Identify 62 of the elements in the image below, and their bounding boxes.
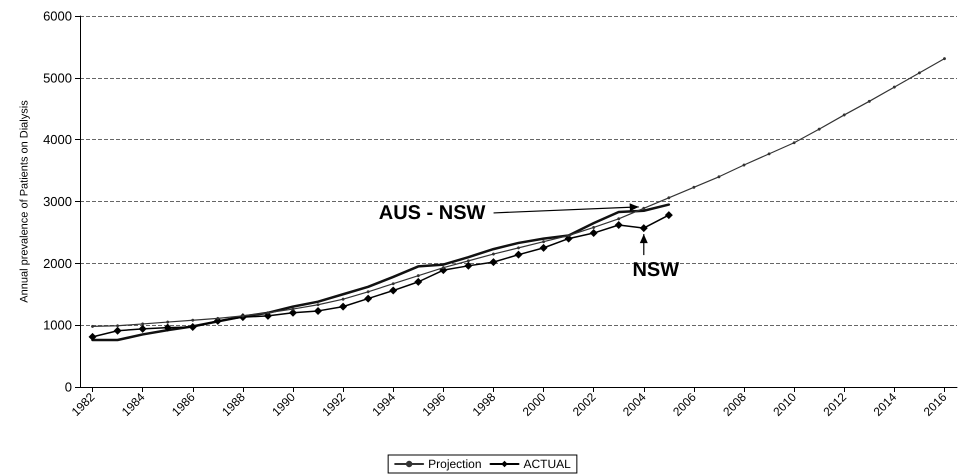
- point: [540, 244, 548, 252]
- y-tick-label: 1000: [43, 318, 72, 333]
- point: [389, 286, 398, 295]
- annotation: NSW: [632, 259, 680, 282]
- point: [918, 71, 921, 74]
- point: [489, 258, 498, 266]
- point: [842, 113, 846, 116]
- point: [114, 326, 122, 335]
- y-tick-label: 5000: [43, 70, 72, 86]
- y-tick-label: 2000: [43, 256, 72, 271]
- point: [590, 229, 598, 238]
- point: [614, 220, 623, 229]
- annotation: AUS - NSW: [378, 202, 486, 224]
- y-tick-label: 0: [64, 380, 72, 394]
- point: [342, 298, 345, 301]
- point: [514, 250, 522, 259]
- point: [166, 320, 170, 324]
- point: [138, 324, 147, 333]
- point: [667, 196, 670, 200]
- point: [191, 318, 194, 322]
- point: [288, 308, 297, 317]
- point: [717, 175, 720, 178]
- y-tick-label: 6000: [43, 8, 72, 24]
- point: [416, 274, 420, 278]
- point: [792, 141, 796, 144]
- point: [542, 240, 546, 244]
- point: [392, 282, 395, 286]
- point: [364, 294, 372, 303]
- legend-label: Projection: [428, 457, 482, 471]
- point: [664, 211, 673, 220]
- point: [492, 252, 495, 256]
- point: [188, 323, 197, 332]
- legend-label: ACTUAL: [524, 457, 572, 471]
- point: [942, 57, 946, 60]
- y-tick-label: 4000: [43, 132, 72, 148]
- point: [216, 316, 220, 320]
- point: [442, 266, 445, 270]
- point: [517, 246, 520, 250]
- line-series: [91, 57, 946, 328]
- point: [414, 278, 422, 286]
- point: [466, 259, 470, 262]
- point: [642, 206, 646, 210]
- point: [339, 302, 348, 311]
- point: [141, 322, 144, 326]
- point: [464, 262, 472, 270]
- point: [88, 332, 97, 341]
- point: [640, 224, 648, 232]
- point: [868, 100, 871, 103]
- point: [116, 324, 120, 328]
- point: [91, 324, 94, 328]
- point: [266, 311, 270, 314]
- point: [314, 306, 322, 315]
- point: [164, 324, 172, 332]
- point: [892, 86, 896, 89]
- point: [818, 128, 821, 131]
- point: [692, 186, 696, 189]
- point: [768, 152, 771, 156]
- point: [617, 217, 620, 220]
- y-axis-title: Annual prevalence of Patients on Dialysis: [18, 100, 30, 303]
- point: [316, 303, 320, 306]
- y-tick-label: 3000: [43, 194, 72, 209]
- point: [592, 226, 596, 229]
